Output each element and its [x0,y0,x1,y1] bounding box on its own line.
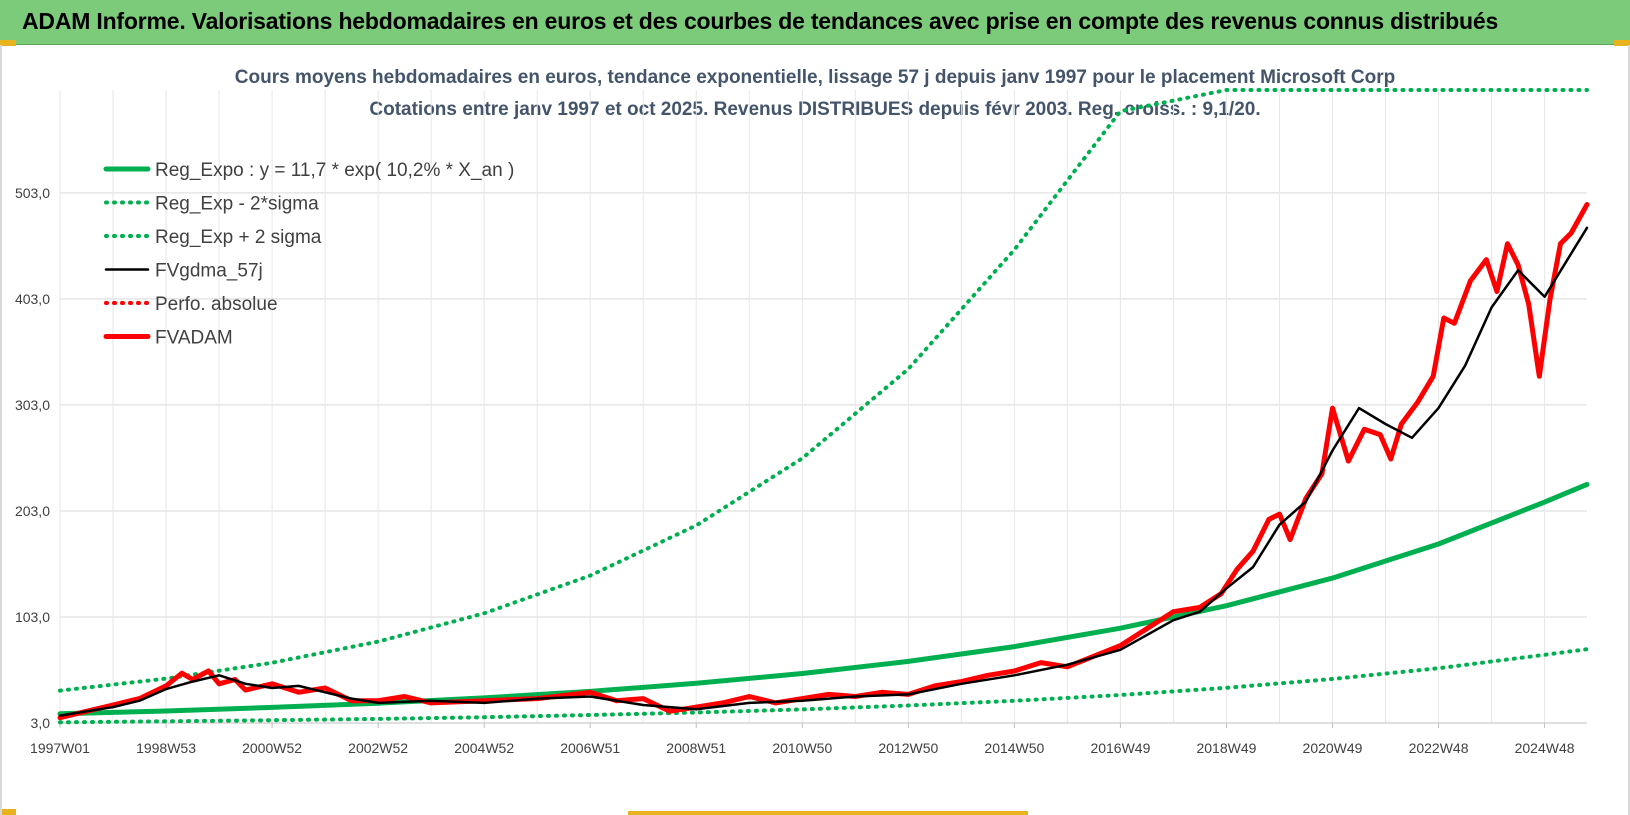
x-tick-label: 2024W48 [1515,740,1575,756]
x-tick-label: 2016W49 [1090,740,1150,756]
legend-label: Reg_Exp - 2*sigma [155,194,319,215]
x-tick-label: 2010W50 [772,740,832,756]
x-tick-label: 2004W52 [454,740,514,756]
x-tick-label: 2014W50 [984,740,1044,756]
corner-marker-right [1614,40,1630,46]
corner-marker-bottom-left [0,809,16,815]
x-tick-label: 2006W51 [560,740,620,756]
series-lines [57,88,1590,725]
y-tick-label: 3,0 [31,715,51,731]
x-tick-label: 1997W01 [30,740,90,756]
y-tick-label: 503,0 [15,185,50,201]
x-tick-label: 2012W50 [878,740,938,756]
bottom-marker [628,811,1028,815]
corner-marker-left [0,40,16,46]
legend-label: FVADAM [155,328,233,349]
chart-title: Cours moyens hebdomadaires en euros, ten… [235,67,1395,88]
legend-label: Perfo. absolue [155,294,278,315]
legend: Reg_Expo : y = 11,7 * exp( 10,2% * X_an … [103,160,514,349]
x-tick-label: 2018W49 [1196,740,1256,756]
legend-label: Reg_Expo : y = 11,7 * exp( 10,2% * X_an … [155,160,514,181]
x-tick-label: 2000W52 [242,740,302,756]
x-tick-label: 2020W49 [1303,740,1363,756]
series-line [58,88,1589,693]
grid-lines [59,90,1587,724]
chart-subtitle: Cotations entre janv 1997 et oct 2025. R… [369,99,1260,120]
y-tick-label: 103,0 [15,609,50,625]
series-line [57,202,1590,721]
legend-label: FVgdma_57j [155,261,263,282]
y-tick-label: 203,0 [15,503,50,519]
y-axis-ticks: 3,0 103,0 203,0 303,0 403,0 503,0 [15,185,50,731]
y-tick-label: 403,0 [15,291,50,307]
x-tick-label: 1998W53 [136,740,196,756]
x-tick-label: 2008W51 [666,740,726,756]
series-line [57,481,1590,717]
banner-title: ADAM Informe. Valorisations hebdomadaire… [22,8,1499,34]
chart-area: Cours moyens hebdomadaires en euros, ten… [0,45,1630,815]
y-tick-label: 303,0 [15,397,50,413]
series-line [58,226,1589,717]
x-tick-label: 2022W48 [1409,740,1469,756]
chart-svg: Cours moyens hebdomadaires en euros, ten… [15,67,1590,756]
legend-label: Reg_Exp + 2 sigma [155,227,322,248]
title-banner: ADAM Informe. Valorisations hebdomadaire… [0,0,1630,45]
x-axis-ticks: 1997W01 1998W53 2000W52 2002W52 2004W52 2006W… [30,723,1575,756]
x-tick-label: 2002W52 [348,740,408,756]
series-line [58,647,1589,725]
